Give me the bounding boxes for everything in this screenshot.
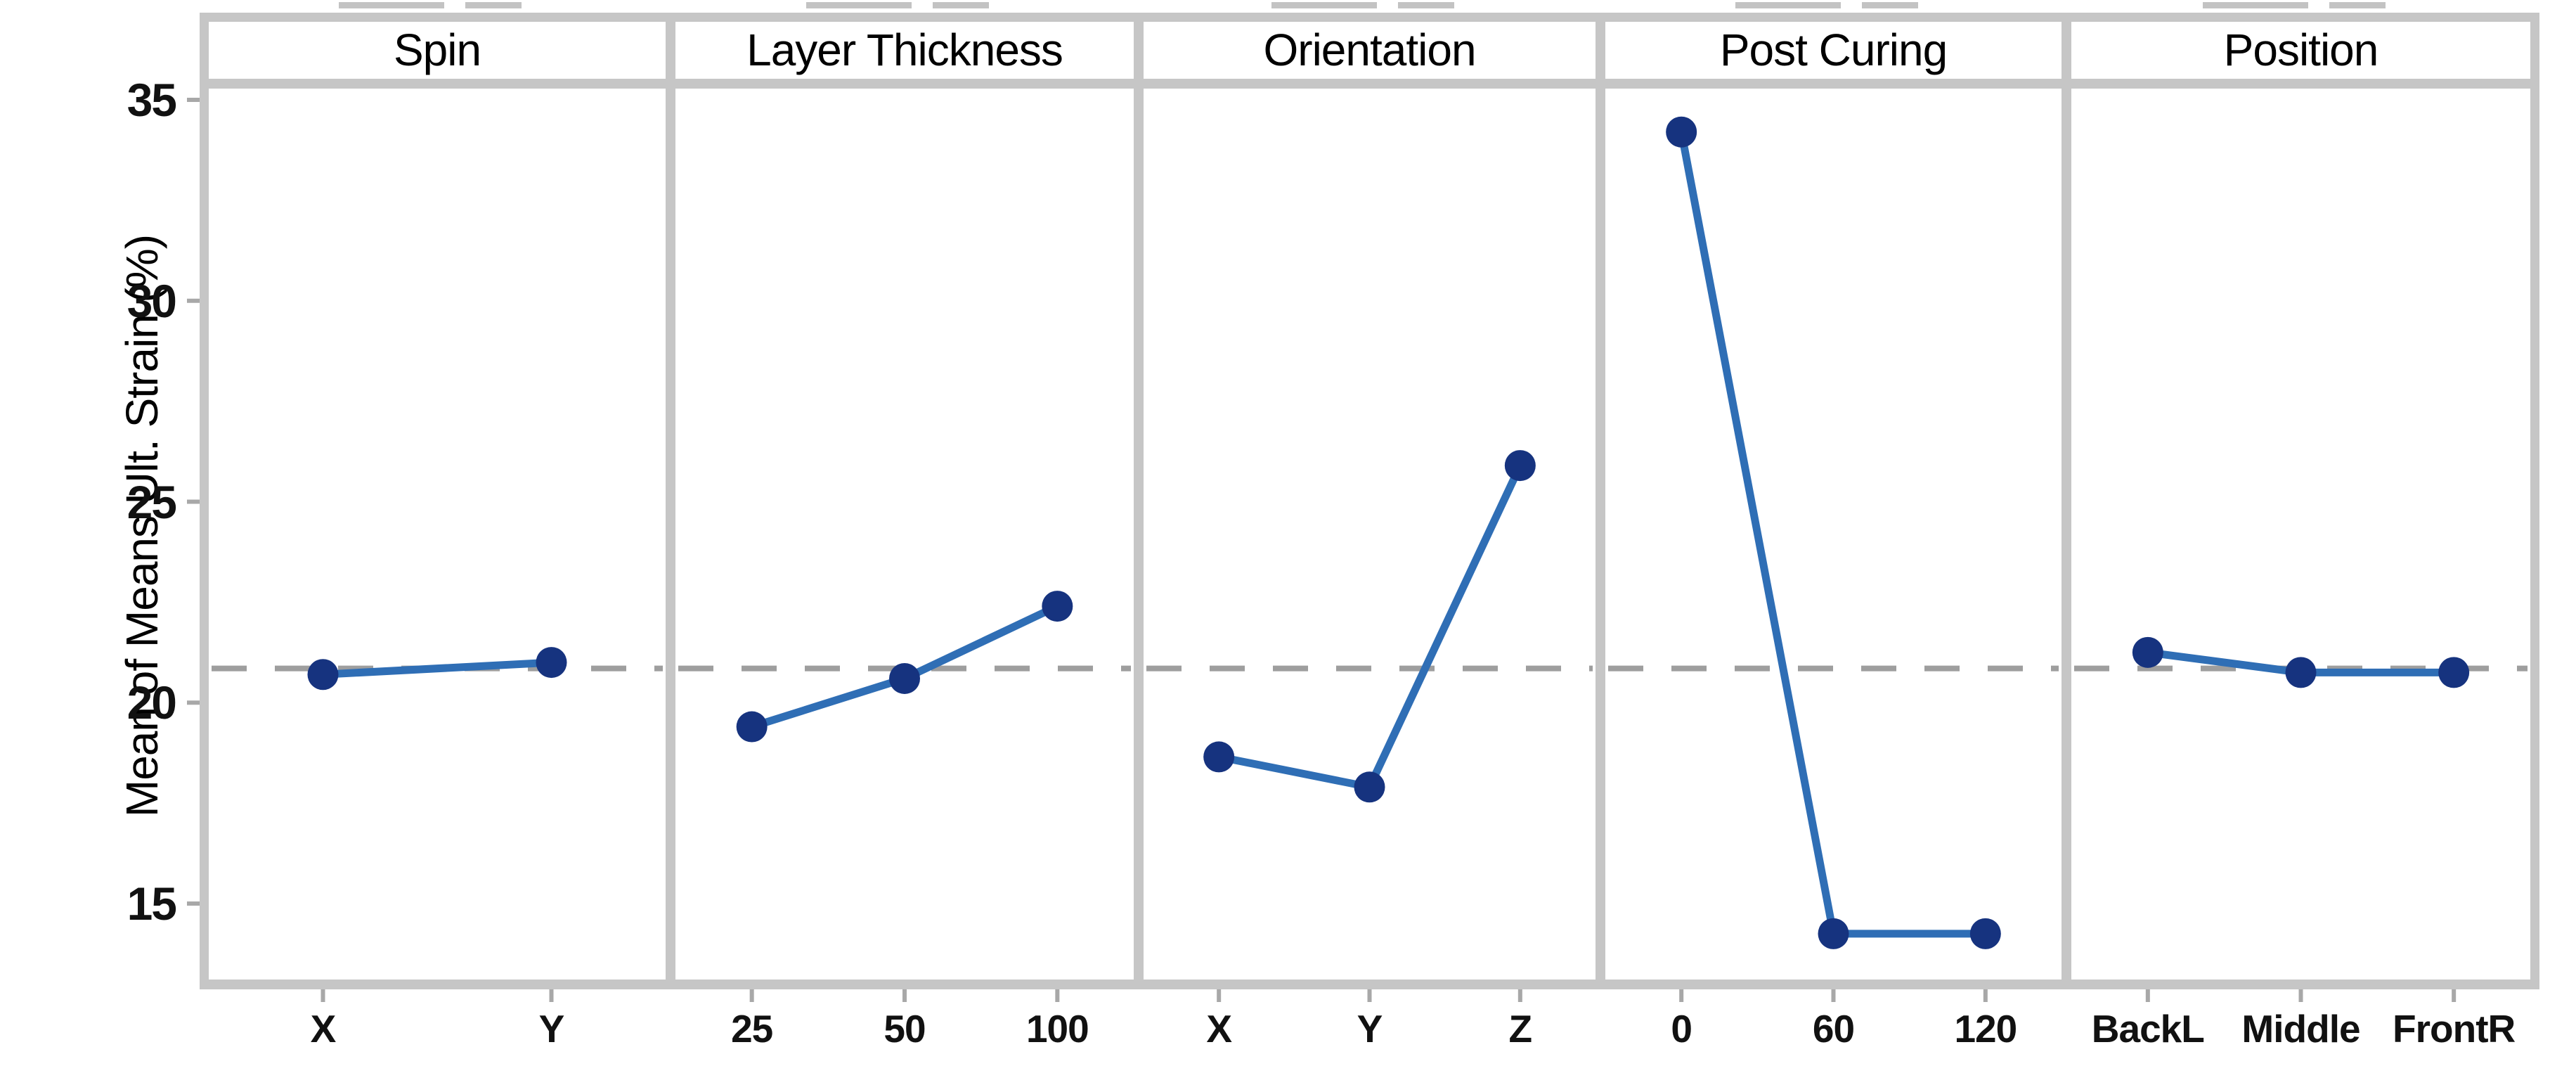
cropped-text-remnant [1861,2,1918,8]
y-axis-tick [187,901,200,906]
frame-left-border [200,13,209,989]
data-point [1969,918,2001,949]
frame-top-border [200,13,2539,22]
data-point [736,711,768,743]
x-category-label: 25 [731,1007,773,1051]
x-category-label: X [310,1007,337,1051]
x-axis-tick [1831,989,1836,1002]
x-category-label: 120 [1954,1007,2017,1051]
x-category-label: FrontR [2393,1007,2516,1051]
frame-right-border [2530,13,2539,989]
cropped-text-remnant [465,2,522,8]
frame-bottom-border [200,980,2539,989]
data-point [1042,591,1073,622]
panel-title: Layer Thickness [746,25,1063,75]
y-axis-tick [187,499,200,504]
cropped-text-remnant [2329,2,2386,8]
x-category-label: 50 [884,1007,926,1051]
x-axis-tick [2298,989,2303,1002]
panel-separator [1134,13,1144,989]
x-axis-tick [321,989,325,1002]
y-axis-tick [187,98,200,102]
x-axis-tick [1679,989,1684,1002]
x-axis-tick [1055,989,1060,1002]
x-axis-tick [902,989,907,1002]
y-axis-tick [187,298,200,303]
x-axis-tick [1517,989,1522,1002]
y-tick-label: 35 [127,74,177,126]
data-point [307,659,339,691]
data-point [536,647,567,679]
x-category-label: Y [538,1007,565,1051]
series-line [1218,463,1524,791]
x-axis-tick [749,989,754,1002]
cropped-text-remnant [1735,2,1841,8]
header-bottom-border [200,79,2539,89]
x-category-label: Y [1357,1007,1383,1051]
y-tick-label: 15 [127,878,177,930]
panel-title: Position [2223,25,2379,75]
x-category-label: BackL [2091,1007,2205,1051]
data-point [2285,657,2317,688]
x-category-label: 0 [1671,1007,1692,1051]
cropped-text-remnant [806,2,912,8]
y-axis-tick [187,700,200,705]
x-category-label: 100 [1025,1007,1089,1051]
data-point [1504,450,1536,482]
panel-separator [666,13,675,989]
panel-separator [2062,13,2071,989]
panel-title: Orientation [1263,25,1476,75]
y-tick-label: 25 [127,475,177,528]
cropped-text-remnant [1271,2,1377,8]
x-axis-tick [1217,989,1222,1002]
data-point [889,662,920,694]
x-category-label: X [1206,1007,1232,1051]
y-tick-label: 20 [127,676,177,729]
x-axis-tick [2145,989,2150,1002]
x-axis-tick [1983,989,1988,1002]
cropped-text-remnant [933,2,989,8]
panel-title: Post Curing [1719,25,1948,75]
x-category-label: 60 [1812,1007,1855,1051]
cropped-text-remnant [339,2,444,8]
series-line [323,658,552,679]
panel-title: Spin [393,25,481,75]
data-point [2132,636,2163,668]
x-category-label: Z [1508,1007,1533,1051]
series-line [1677,131,1986,938]
x-axis-tick [549,989,554,1002]
data-point [1818,918,1849,949]
cropped-text-remnant [1397,2,1454,8]
data-point [1203,741,1235,773]
cropped-text-remnant [2202,2,2308,8]
data-point [1666,116,1697,148]
data-point [2438,657,2470,688]
y-tick-label: 30 [127,274,177,327]
panel-separator [1596,13,1605,989]
x-axis-tick [2452,989,2457,1002]
x-axis-tick [1367,989,1372,1002]
x-category-label: Middle [2241,1007,2360,1051]
data-point [1354,771,1385,803]
